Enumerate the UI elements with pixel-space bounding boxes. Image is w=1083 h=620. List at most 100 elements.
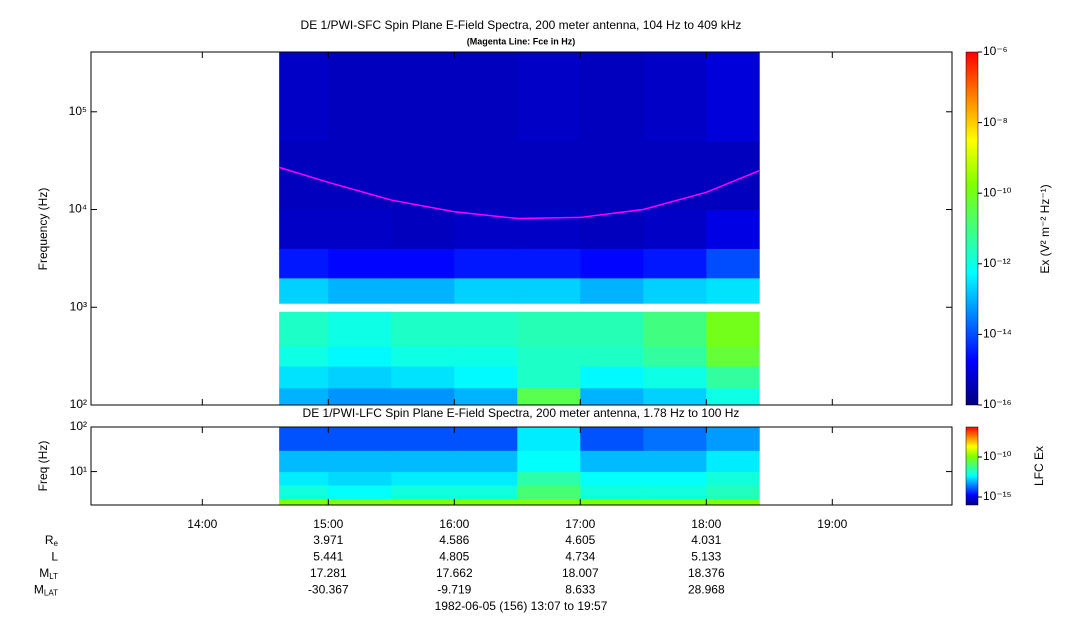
heatmap-cell bbox=[643, 427, 707, 451]
heatmap-cell bbox=[517, 52, 581, 142]
ephemeris-label: MLT bbox=[39, 566, 58, 581]
colorbar bbox=[965, 51, 979, 406]
heatmap-cell bbox=[454, 387, 518, 406]
ephemeris-value: 4.605 bbox=[565, 533, 595, 547]
heatmap-cell bbox=[454, 471, 518, 486]
heatmap-cell bbox=[328, 141, 392, 211]
heatmap-cell bbox=[580, 277, 644, 304]
ephemeris-value: 18.007 bbox=[562, 566, 599, 580]
heatmap-cell bbox=[279, 450, 329, 473]
heatmap-cell bbox=[706, 311, 760, 347]
y-tick-label: 10³ bbox=[70, 299, 87, 313]
heatmap-cell bbox=[328, 485, 392, 499]
heatmap-cell bbox=[328, 471, 392, 486]
heatmap-cell bbox=[328, 387, 392, 406]
heatmap-cell bbox=[454, 450, 518, 473]
heatmap-cell bbox=[454, 277, 518, 304]
ephemeris-label: L bbox=[51, 550, 58, 564]
ephemeris-value: 3.971 bbox=[313, 533, 343, 547]
ephemeris-label-sub: e bbox=[54, 539, 59, 548]
heatmap-cell bbox=[391, 141, 455, 211]
heatmap-cell bbox=[517, 471, 581, 486]
heatmap-cell bbox=[643, 471, 707, 486]
heatmap-cell bbox=[391, 209, 455, 249]
heatmap-cell bbox=[454, 427, 518, 451]
colorbar-tick-label: 10⁻⁸ bbox=[983, 115, 1008, 129]
heatmap-cell bbox=[391, 485, 455, 499]
heatmap-cell bbox=[328, 346, 392, 367]
heatmap-cell bbox=[279, 366, 329, 389]
heatmap-cell bbox=[279, 427, 329, 451]
panel-title: DE 1/PWI-LFC Spin Plane E-Field Spectra,… bbox=[303, 406, 740, 420]
heatmap-cell bbox=[279, 498, 329, 506]
chart-title: DE 1/PWI-SFC Spin Plane E-Field Spectra,… bbox=[301, 18, 742, 32]
colorbar-tick-label: 10⁻⁶ bbox=[983, 44, 1008, 58]
heatmap-cell bbox=[706, 498, 760, 506]
heatmap-cell bbox=[517, 141, 581, 211]
heatmap-cell bbox=[706, 366, 760, 389]
heatmap-cell bbox=[580, 387, 644, 406]
colorbar-label: LFC Ex bbox=[1032, 446, 1046, 486]
ephemeris-value: 17.662 bbox=[436, 566, 473, 580]
y-axis-label: Frequency (Hz) bbox=[36, 188, 50, 271]
heatmap-cell bbox=[517, 366, 581, 389]
colorbar bbox=[965, 426, 979, 506]
heatmap-cell bbox=[454, 311, 518, 347]
y-tick-label: 10¹ bbox=[70, 464, 87, 478]
heatmap-cell bbox=[328, 248, 392, 279]
heatmap-cell bbox=[643, 209, 707, 249]
heatmap-cell bbox=[706, 471, 760, 486]
colorbar-label: Ex (V² m⁻² Hz⁻¹) bbox=[1038, 184, 1052, 273]
colorbar-tick-label: 10⁻¹⁰ bbox=[983, 185, 1012, 199]
ephemeris-label: Re bbox=[45, 533, 59, 548]
heatmap-cell bbox=[279, 311, 329, 347]
heatmap-cell bbox=[328, 52, 392, 142]
heatmap-cell bbox=[279, 277, 329, 304]
x-tick-label: 17:00 bbox=[565, 517, 595, 531]
heatmap-cell bbox=[517, 498, 581, 506]
heatmap-cell bbox=[580, 248, 644, 279]
heatmap-cell bbox=[279, 52, 329, 142]
heatmap-cell bbox=[706, 427, 760, 451]
heatmap-cell bbox=[643, 387, 707, 406]
heatmap-cell bbox=[454, 248, 518, 279]
heatmap-cell bbox=[391, 52, 455, 142]
x-tick-label: 18:00 bbox=[691, 517, 721, 531]
heatmap-cell bbox=[706, 346, 760, 367]
heatmap-cell bbox=[643, 141, 707, 211]
heatmap-cell bbox=[391, 471, 455, 486]
ephemeris-label-main: L bbox=[51, 550, 58, 564]
heatmap-cell bbox=[517, 450, 581, 473]
heatmap-cell bbox=[580, 311, 644, 347]
heatmap-cell bbox=[580, 366, 644, 389]
heatmap-cell bbox=[643, 498, 707, 506]
heatmap-cell bbox=[454, 485, 518, 499]
heatmap-cell bbox=[517, 311, 581, 347]
ephemeris-value: 5.441 bbox=[313, 550, 343, 564]
heatmap-cell bbox=[517, 248, 581, 279]
ephemeris-value: 28.968 bbox=[688, 583, 725, 597]
heatmap-cell bbox=[391, 366, 455, 389]
heatmap-cell bbox=[706, 209, 760, 249]
heatmap-cell bbox=[643, 52, 707, 142]
y-axis-label: Freq (Hz) bbox=[36, 441, 50, 492]
colorbar-tick-label: 10⁻¹⁵ bbox=[983, 489, 1012, 503]
heatmap-cell bbox=[580, 209, 644, 249]
heatmap-cell bbox=[454, 498, 518, 506]
heatmap-cell bbox=[643, 485, 707, 499]
heatmap-cell bbox=[328, 277, 392, 304]
heatmap-cell bbox=[328, 498, 392, 506]
heatmap-cell bbox=[391, 498, 455, 506]
ephemeris-label-main: M bbox=[34, 583, 44, 597]
ephemeris-value: 5.133 bbox=[691, 550, 721, 564]
ephemeris-value: 17.281 bbox=[310, 566, 347, 580]
heatmap-cell bbox=[706, 141, 760, 211]
heatmap-cell bbox=[706, 450, 760, 473]
heatmap-cell bbox=[580, 485, 644, 499]
ephemeris-label-sub: LT bbox=[49, 572, 58, 581]
heatmap-cell bbox=[279, 346, 329, 367]
ephemeris-value: -9.719 bbox=[437, 583, 471, 597]
heatmap-cell bbox=[279, 485, 329, 499]
heatmap-cell bbox=[706, 387, 760, 406]
ephemeris-value: 8.633 bbox=[565, 583, 595, 597]
